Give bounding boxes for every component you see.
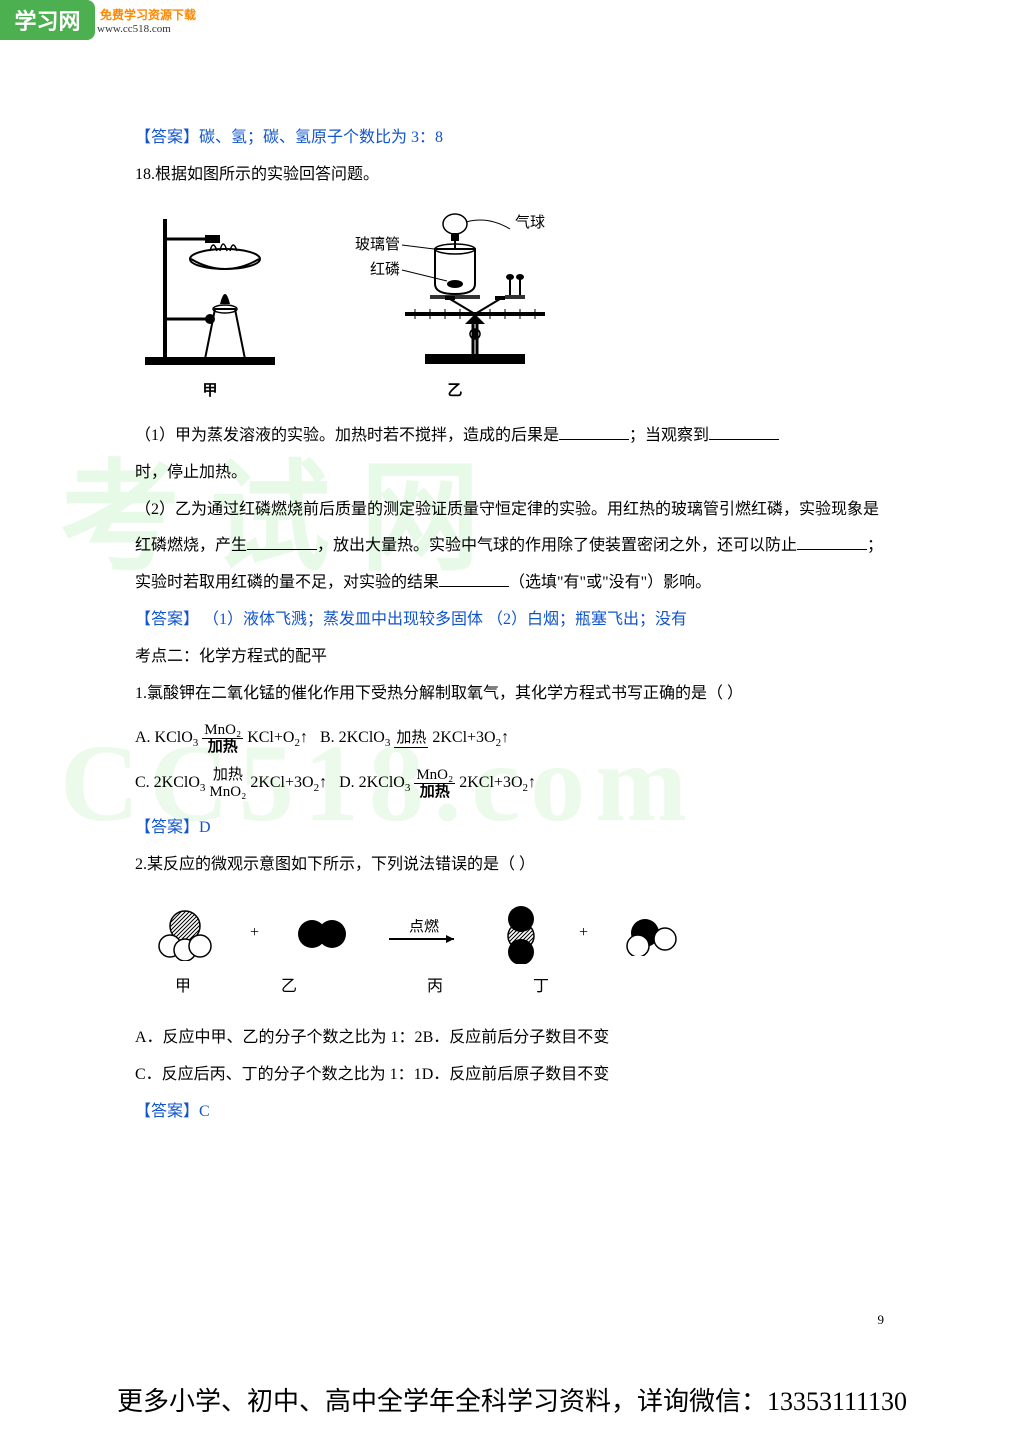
q2-options-1: A．反应中甲、乙的分子个数之比为 1：2B．反应前后分子数目不变	[135, 1020, 894, 1057]
q1-optA-pre: A. KClO	[135, 729, 193, 746]
blank	[709, 422, 779, 440]
q1-optD-pre: D. 2KClO	[339, 774, 405, 791]
q2-answer: 【答案】C	[135, 1094, 894, 1131]
balloon-label: 气球	[515, 214, 545, 231]
eq-heat: 加热	[414, 784, 455, 801]
logo-url: www.cc518.com	[97, 23, 196, 35]
logo: 学习网	[0, 0, 95, 40]
q1-optC-pre: C. 2KClO	[135, 774, 200, 791]
blank	[439, 569, 509, 587]
molecule-ding	[623, 911, 683, 956]
label-bing: 丙	[427, 969, 443, 1006]
molecule-bing	[499, 904, 544, 964]
blank	[559, 422, 629, 440]
eq-mno2: MnO₂	[202, 722, 243, 740]
q2-optD: D．反应前后原子数目不变	[422, 1066, 610, 1083]
q18-p1-b: ；当观察到	[629, 427, 709, 444]
tube-label: 玻璃管	[355, 236, 400, 253]
figure-yi: 气球 玻璃管 红磷	[345, 209, 565, 409]
q2-labels: 甲 乙 丙 丁	[175, 969, 894, 1006]
q18-p2: （2）乙为通过红磷燃烧前后质量的测定验证质量守恒定律的实验。用红热的玻璃管引燃红…	[135, 492, 894, 602]
q1-optD-post: 2KCl+3O	[459, 774, 522, 791]
q1-optB-post: 2KCl+3O	[432, 729, 495, 746]
q18-answer: 【答案】 （1）液体飞溅；蒸发皿中出现较多固体 （2）白烟；瓶塞飞出；没有	[135, 602, 894, 639]
molecule-yi	[294, 914, 349, 954]
q2-optB: B．反应前后分子数目不变	[423, 1029, 610, 1046]
topic-2-heading: 考点二：化学方程式的配平	[135, 639, 894, 676]
label-jia: 甲	[175, 969, 191, 1006]
q2-optC: C．反应后丙、丁的分子个数之比为 1：1	[135, 1066, 422, 1083]
page-number: 9	[878, 1312, 885, 1328]
blank	[247, 532, 317, 550]
phos-label: 红磷	[370, 261, 400, 278]
q1-optB-pre: B. 2KClO	[320, 729, 385, 746]
q2-optA: A．反应中甲、乙的分子个数之比为 1：2	[135, 1029, 423, 1046]
document-body: 【答案】碳、氢；碳、氢原子个数比为 3：8 18.根据如图所示的实验回答问题。 …	[0, 40, 1024, 1131]
arrow-ignite: 点燃	[384, 919, 464, 949]
prev-answer: 【答案】碳、氢；碳、氢原子个数比为 3：8	[135, 120, 894, 157]
eq-mno2: MnO₂	[414, 767, 455, 785]
q1-optC-post: 2KCl+3O	[250, 774, 313, 791]
svg-text:点燃: 点燃	[409, 919, 439, 935]
blank	[797, 532, 867, 550]
label-ding: 丁	[533, 969, 549, 1006]
q1-options-ab: A. KClO3 MnO₂加热 KCl+O2↑ B. 2KClO3 加热 2KC…	[135, 720, 894, 757]
plus-sign: +	[579, 915, 588, 952]
q18-p1-a: （1）甲为蒸发溶液的实验。加热时若不搅拌，造成的后果是	[135, 427, 559, 444]
plus-sign: +	[250, 915, 259, 952]
molecule-jia	[155, 906, 215, 961]
q18-figures: 甲 气球 玻璃管 红磷	[135, 209, 894, 409]
eq-heat: 加热	[394, 730, 428, 747]
eq-mno2: MnO₂	[209, 784, 246, 801]
q2-stem: 2.某反应的微观示意图如下所示，下列说法错误的是（ ）	[135, 847, 894, 884]
q1-answer: 【答案】D	[135, 810, 894, 847]
label-yi: 乙	[281, 969, 297, 1006]
q1-stem: 1.氯酸钾在二氧化锰的催化作用下受热分解制取氧气，其化学方程式书写正确的是（ ）	[135, 676, 894, 713]
q18-p2-d: （选填"有"或"没有"）影响。	[509, 574, 711, 591]
eq-heat: 加热	[209, 767, 246, 784]
q18-stem: 18.根据如图所示的实验回答问题。	[135, 157, 894, 194]
footer-text: 更多小学、初中、高中全学年全科学习资料，详询微信：13353111130	[0, 1381, 1024, 1418]
q18-p2-b: ，放出大量热。实验中气球的作用除了使装置密闭之外，还可以防止	[317, 537, 797, 554]
eq-heat: 加热	[202, 739, 243, 756]
site-header: 学习网 免费学习资源下载 www.cc518.com	[0, 0, 1024, 40]
figure-jia-label: 甲	[135, 374, 285, 409]
q2-diagram: + 点燃 +	[155, 904, 894, 964]
figure-jia: 甲	[135, 209, 285, 409]
q1-optA-post: KCl+O	[247, 729, 294, 746]
q18-p1c: 时，停止加热。	[135, 455, 894, 492]
logo-tagline: 免费学习资源下载	[100, 6, 196, 23]
figure-yi-label: 乙	[345, 374, 565, 409]
q18-p1: （1）甲为蒸发溶液的实验。加热时若不搅拌，造成的后果是 ；当观察到	[135, 418, 894, 455]
q2-options-2: C．反应后丙、丁的分子个数之比为 1：1D．反应前后原子数目不变	[135, 1057, 894, 1094]
q1-options-cd: C. 2KClO3 加热MnO₂ 2KCl+3O2↑ D. 2KClO3 MnO…	[135, 765, 894, 802]
